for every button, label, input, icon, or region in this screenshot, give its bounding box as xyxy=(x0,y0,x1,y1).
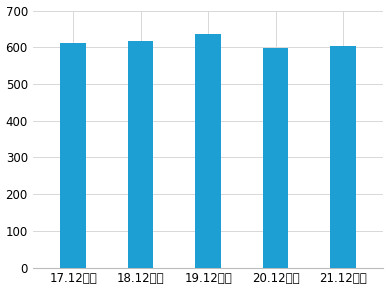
Bar xyxy=(128,41,153,268)
Bar xyxy=(263,48,288,268)
Bar xyxy=(60,43,86,268)
Bar xyxy=(330,46,356,268)
Bar xyxy=(195,34,221,268)
